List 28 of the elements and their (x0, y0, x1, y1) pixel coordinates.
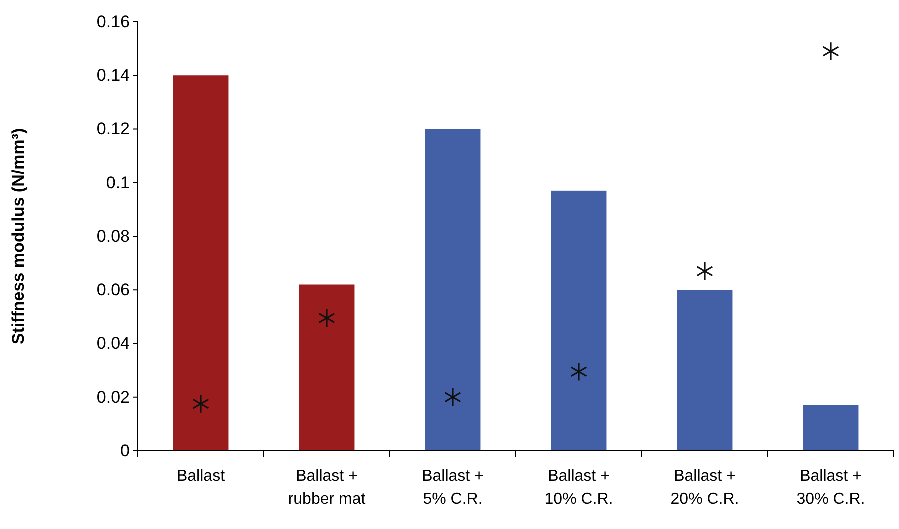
point (822, 42, 840, 62)
x-tick-label: Ballast + 5% C.R. (422, 468, 484, 508)
point (192, 394, 210, 414)
y-tick-label: 0.08 (96, 226, 130, 246)
x-tick-label: Ballast + 30% C.R. (796, 468, 866, 508)
y-tick-label: 0.14 (96, 66, 130, 86)
bar (677, 290, 733, 451)
y-tick-label: 0.16 (96, 12, 130, 32)
bar (425, 129, 481, 451)
y-tick-label: 0 (120, 441, 130, 460)
x-tick-label: Ballast (176, 468, 226, 485)
point (318, 308, 336, 328)
point (696, 262, 714, 281)
x-tick-label: Ballast + 10% C.R. (544, 468, 614, 508)
y-axis-title: Stiffness modulus (N/mm³) (9, 128, 28, 345)
point (444, 388, 462, 408)
x-tick-label: Ballast + rubber mat (288, 468, 366, 508)
y-tick-label: 0.06 (96, 280, 130, 300)
x-tick-label: Ballast + 20% C.R. (670, 468, 740, 508)
y-tick-label: 0.04 (96, 334, 130, 354)
bar (173, 76, 229, 451)
bar (299, 284, 355, 451)
y-tick-label: 0.12 (96, 120, 130, 139)
point (570, 362, 588, 382)
y-tick-label: 0.1 (106, 173, 130, 192)
bar (803, 405, 859, 451)
bar (551, 190, 607, 451)
y-tick-label: 0.02 (96, 388, 130, 407)
